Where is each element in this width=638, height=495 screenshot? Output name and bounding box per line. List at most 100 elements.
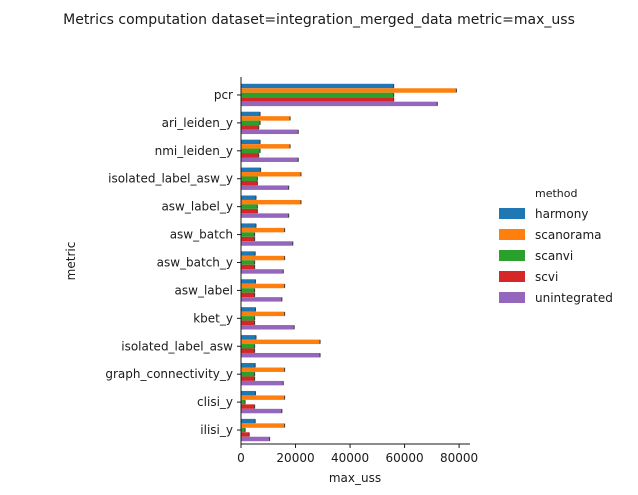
bar-scvi-isolated_label_asw_y xyxy=(241,180,258,186)
bar-unintegrated-asw_batch xyxy=(241,241,293,246)
bar-scvi-asw_batch_y xyxy=(241,264,255,270)
bar-harmony-ilisi_y xyxy=(241,418,256,424)
y-tick-label: asw_label xyxy=(175,283,233,297)
bar-scanorama-kbet_y xyxy=(241,311,285,317)
y-tick-label: pcr xyxy=(214,88,233,102)
bar-unintegrated-clisi_y xyxy=(241,408,282,414)
bar-scanvi-isolated_label_asw_y xyxy=(241,176,258,181)
bar-scvi-asw_batch xyxy=(241,236,255,242)
bar-scvi-clisi_y xyxy=(241,404,255,409)
x-tick-label: 20000 xyxy=(276,451,314,465)
legend-label-scvi: scvi xyxy=(535,270,558,284)
y-tick-label: isolated_label_asw_y xyxy=(108,172,233,186)
bar-scvi-asw_label_y xyxy=(241,208,258,214)
bar-unintegrated-isolated_label_asw xyxy=(241,352,321,358)
bar-scanvi-pcr xyxy=(241,92,394,98)
legend: method harmony scanorama scanvi scvi uninteg… xyxy=(499,187,613,305)
bar-unintegrated-asw_batch_y xyxy=(241,269,284,274)
bar-unintegrated-pcr xyxy=(241,101,438,107)
bar-scvi-nmi_leiden_y xyxy=(241,153,259,158)
bar-scanorama-ari_leiden_y xyxy=(241,116,291,121)
bar-unintegrated-ari_leiden_y xyxy=(241,129,299,135)
bar-harmony-nmi_leiden_y xyxy=(241,139,261,145)
legend-swatch-unintegrated xyxy=(499,292,525,303)
bar-scanvi-asw_label_y xyxy=(241,204,258,209)
bar-scanvi-asw_batch xyxy=(241,232,255,237)
bar-scanvi-isolated_label_asw xyxy=(241,344,255,349)
bar-scvi-pcr xyxy=(241,97,394,102)
bar-scanvi-ari_leiden_y xyxy=(241,120,261,126)
bar-scvi-kbet_y xyxy=(241,320,255,326)
bar-scvi-graph_connectivity_y xyxy=(241,376,255,381)
bar-scvi-ilisi_y xyxy=(241,432,250,437)
bar-harmony-pcr xyxy=(241,83,394,89)
bar-scanorama-asw_label_y xyxy=(241,199,301,205)
bar-harmony-asw_batch_y xyxy=(241,251,256,256)
bar-scanorama-graph_connectivity_y xyxy=(241,367,285,372)
bar-harmony-graph_connectivity_y xyxy=(241,363,256,368)
bar-harmony-clisi_y xyxy=(241,390,256,396)
bar-harmony-isolated_label_asw xyxy=(241,335,256,340)
legend-swatch-harmony xyxy=(499,208,525,219)
y-tick-label: kbet_y xyxy=(193,311,233,325)
bar-scanorama-asw_batch_y xyxy=(241,255,285,261)
y-tick-label: ari_leiden_y xyxy=(162,116,233,130)
bar-scvi-isolated_label_asw xyxy=(241,348,255,353)
bar-harmony-asw_batch xyxy=(241,223,256,228)
legend-label-scanvi: scanvi xyxy=(535,249,573,263)
bar-harmony-asw_label_y xyxy=(241,195,256,200)
bar-unintegrated-ilisi_y xyxy=(241,436,270,442)
bar-scanvi-asw_label xyxy=(241,288,255,293)
legend-swatch-scanorama xyxy=(499,229,525,240)
x-ticks: 0 20000 40000 60000 80000 xyxy=(237,444,478,465)
bar-scanorama-nmi_leiden_y xyxy=(241,144,291,149)
y-tick-label: isolated_label_asw xyxy=(121,339,233,353)
bar-unintegrated-nmi_leiden_y xyxy=(241,157,299,162)
y-tick-label: asw_batch xyxy=(170,228,233,242)
bar-scanvi-nmi_leiden_y xyxy=(241,148,261,154)
bar-scvi-ari_leiden_y xyxy=(241,125,259,130)
bar-scanvi-graph_connectivity_y xyxy=(241,371,255,377)
bar-scanvi-clisi_y xyxy=(241,399,246,405)
legend-swatch-scvi xyxy=(499,271,525,282)
legend-label-harmony: harmony xyxy=(535,207,588,221)
bar-scanorama-isolated_label_asw_y xyxy=(241,172,301,177)
bar-scanorama-ilisi_y xyxy=(241,423,285,428)
x-axis-title: max_uss xyxy=(329,471,381,485)
x-tick-label: 0 xyxy=(237,451,245,465)
chart-title: Metrics computation dataset=integration_… xyxy=(63,12,575,28)
legend-label-unintegrated: unintegrated xyxy=(535,291,613,305)
bar-scanvi-asw_batch_y xyxy=(241,260,255,265)
bar-scanorama-pcr xyxy=(241,88,457,93)
bar-scanvi-kbet_y xyxy=(241,316,255,321)
legend-label-scanorama: scanorama xyxy=(535,228,601,242)
bar-unintegrated-asw_label xyxy=(241,297,282,302)
y-tick-label: nmi_leiden_y xyxy=(155,144,233,158)
x-tick-label: 60000 xyxy=(385,451,423,465)
x-tick-label: 40000 xyxy=(331,451,369,465)
bar-scanvi-ilisi_y xyxy=(241,427,246,433)
x-tick-label: 80000 xyxy=(440,451,478,465)
legend-title: method xyxy=(535,187,577,200)
bar-unintegrated-kbet_y xyxy=(241,325,295,330)
y-axis-title: metric xyxy=(64,242,78,281)
y-tick-label: asw_label_y xyxy=(161,200,233,214)
bar-unintegrated-isolated_label_asw_y xyxy=(241,185,289,190)
bar-unintegrated-asw_label_y xyxy=(241,213,289,218)
y-tick-label: asw_batch_y xyxy=(157,256,233,270)
bar-unintegrated-graph_connectivity_y xyxy=(241,380,284,386)
bar-scanorama-clisi_y xyxy=(241,395,285,400)
bar-scanorama-asw_batch xyxy=(241,227,285,233)
bar-harmony-ari_leiden_y xyxy=(241,111,261,117)
bar-harmony-kbet_y xyxy=(241,307,256,312)
bar-scvi-asw_label xyxy=(241,292,255,298)
bar-harmony-asw_label xyxy=(241,279,256,284)
bar-scanorama-isolated_label_asw xyxy=(241,339,321,345)
y-ticks: pcr ari_leiden_y nmi_leiden_y isolated_labe… xyxy=(105,88,241,437)
y-tick-label: clisi_y xyxy=(197,395,233,409)
y-tick-label: ilisi_y xyxy=(200,423,233,437)
y-tick-label: graph_connectivity_y xyxy=(105,367,233,381)
plot-area xyxy=(241,83,457,442)
legend-swatch-scanvi xyxy=(499,250,525,261)
